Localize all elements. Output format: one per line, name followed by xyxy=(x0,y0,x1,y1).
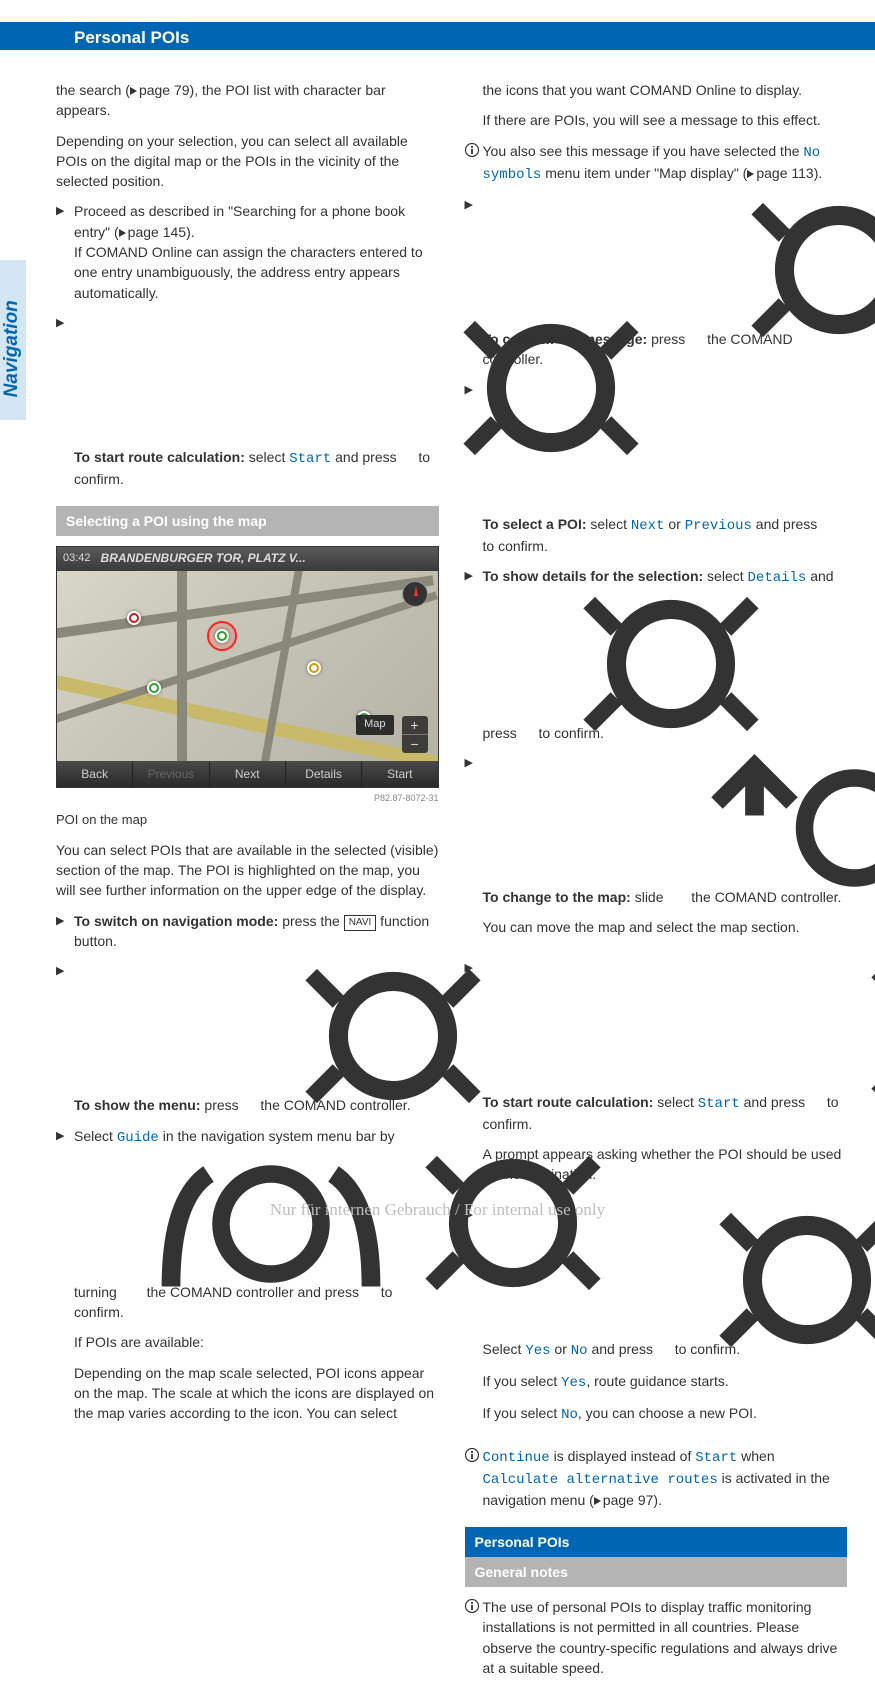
map-time: 03:42 xyxy=(63,551,91,567)
mono-no: No xyxy=(561,1407,578,1423)
map-next-button[interactable]: Next xyxy=(210,761,286,787)
map-body: Map + − xyxy=(57,571,438,761)
step: ▶ To change to the map: slide the COMAND… xyxy=(465,753,848,948)
step: ▶ Select Guide in the navigation system … xyxy=(56,1126,439,1434)
map-figure: 03:42 BRANDENBURGER TOR, PLATZ V... Map … xyxy=(56,546,439,788)
page-number: 82 xyxy=(26,26,45,51)
section-heading: Selecting a POI using the map xyxy=(56,506,439,536)
mono-start: Start xyxy=(695,1450,737,1466)
mono-yes: Yes xyxy=(525,1343,550,1359)
mono-start: Start xyxy=(698,1096,740,1112)
step: ▶ To confirm the message: press the COMA… xyxy=(465,195,848,370)
paragraph: Depending on your selection, you can sel… xyxy=(56,131,439,192)
press-icon xyxy=(689,195,703,206)
info-icon xyxy=(465,141,483,156)
map-start-button[interactable]: Start xyxy=(362,761,437,787)
mono-calc-alt-routes: Calculate alternative routes xyxy=(483,1472,718,1488)
figure-code: P82.87-8072-31 xyxy=(56,792,439,805)
paragraph: You can select POIs that are available i… xyxy=(56,840,439,901)
step-marker-icon: ▶ xyxy=(465,195,483,370)
mono-no: No xyxy=(571,1343,588,1359)
step-marker-icon: ▶ xyxy=(56,201,74,302)
step: ▶ Select Yes or No and press to confirm.… xyxy=(465,1205,848,1436)
header-title: Personal POIs xyxy=(74,26,189,51)
step: ▶ To show details for the selection: sel… xyxy=(465,566,848,743)
map-details-button[interactable]: Details xyxy=(286,761,362,787)
map-label-button[interactable]: Map xyxy=(356,715,393,735)
paragraph: the icons that you want COMAND Online to… xyxy=(465,80,848,100)
press-icon xyxy=(821,380,835,391)
step: ▶ Proceed as described in "Searching for… xyxy=(56,201,439,302)
compass-icon xyxy=(402,581,428,607)
info-icon xyxy=(465,1446,483,1461)
map-zoom[interactable]: + − xyxy=(402,716,428,753)
ref-triangle-icon xyxy=(747,170,754,178)
mono-yes: Yes xyxy=(561,1375,586,1391)
step-marker-icon: ▶ xyxy=(56,1126,74,1434)
mono-guide: Guide xyxy=(117,1130,159,1146)
poi-dot-icon xyxy=(147,681,161,695)
side-tab-label: Navigation xyxy=(0,300,25,397)
press-icon xyxy=(401,313,415,324)
section-heading-primary: Personal POIs xyxy=(465,1527,848,1557)
figure-caption: POI on the map xyxy=(56,811,439,830)
watermark: Nur für internen Gebrauch / For internal… xyxy=(0,1198,875,1223)
poi-dot-icon xyxy=(127,611,141,625)
press-icon xyxy=(809,958,823,969)
step-marker-icon: ▶ xyxy=(56,313,74,490)
step: ▶ To switch on navigation mode: press th… xyxy=(56,911,439,952)
step-marker-icon: ▶ xyxy=(465,753,483,948)
step-marker-icon: ▶ xyxy=(465,566,483,743)
zoom-out-icon[interactable]: − xyxy=(402,734,428,753)
info-note: You also see this message if you have se… xyxy=(465,141,848,186)
info-note: The use of personal POIs to display traf… xyxy=(465,1597,848,1678)
press-icon xyxy=(363,1148,377,1159)
ref-triangle-icon xyxy=(130,87,137,95)
map-title: BRANDENBURGER TOR, PLATZ V... xyxy=(101,550,306,567)
poi-dot-icon xyxy=(307,661,321,675)
info-note: Continue is displayed instead of Start w… xyxy=(465,1446,848,1511)
step-marker-icon: ▶ xyxy=(465,1205,483,1436)
mono-continue: Continue xyxy=(483,1450,550,1466)
paragraph: the search (page 79), the POI list with … xyxy=(56,80,439,121)
step: ▶ To show the menu: press the COMAND con… xyxy=(56,961,439,1115)
press-icon xyxy=(521,589,535,600)
map-topbar: 03:42 BRANDENBURGER TOR, PLATZ V... xyxy=(57,547,438,571)
map-previous-button[interactable]: Previous xyxy=(133,761,209,787)
press-icon xyxy=(243,961,257,972)
ref-triangle-icon xyxy=(119,229,126,237)
paragraph: If there are POIs, you will see a messag… xyxy=(465,110,848,130)
step-marker-icon: ▶ xyxy=(465,380,483,557)
right-column: the icons that you want COMAND Online to… xyxy=(465,80,848,1688)
content: the search (page 79), the POI list with … xyxy=(56,80,847,1688)
navi-button-icon: NAVI xyxy=(344,915,377,931)
mono-start: Start xyxy=(289,451,331,467)
zoom-in-icon[interactable]: + xyxy=(402,716,428,734)
section-heading: General notes xyxy=(465,1557,848,1587)
map-back-button[interactable]: Back xyxy=(57,761,133,787)
slide-icon xyxy=(667,753,687,765)
left-column: the search (page 79), the POI list with … xyxy=(56,80,439,1688)
step: ▶ To start route calculation: select Sta… xyxy=(465,958,848,1195)
map-toolbar: Back Previous Next Details Start xyxy=(57,761,438,787)
step: ▶ To start route calculation: select Sta… xyxy=(56,313,439,490)
mono-next: Next xyxy=(631,518,665,534)
step: ▶ To select a POI: select Next or Previo… xyxy=(465,380,848,557)
mono-previous: Previous xyxy=(685,518,752,534)
info-icon xyxy=(465,1597,483,1612)
poi-dot-icon xyxy=(215,629,229,643)
step-marker-icon: ▶ xyxy=(56,911,74,952)
ref-triangle-icon xyxy=(594,1497,601,1505)
mono-details: Details xyxy=(748,570,807,586)
step-marker-icon: ▶ xyxy=(465,958,483,1195)
turn-icon xyxy=(121,1149,143,1161)
step-marker-icon: ▶ xyxy=(56,961,74,1115)
